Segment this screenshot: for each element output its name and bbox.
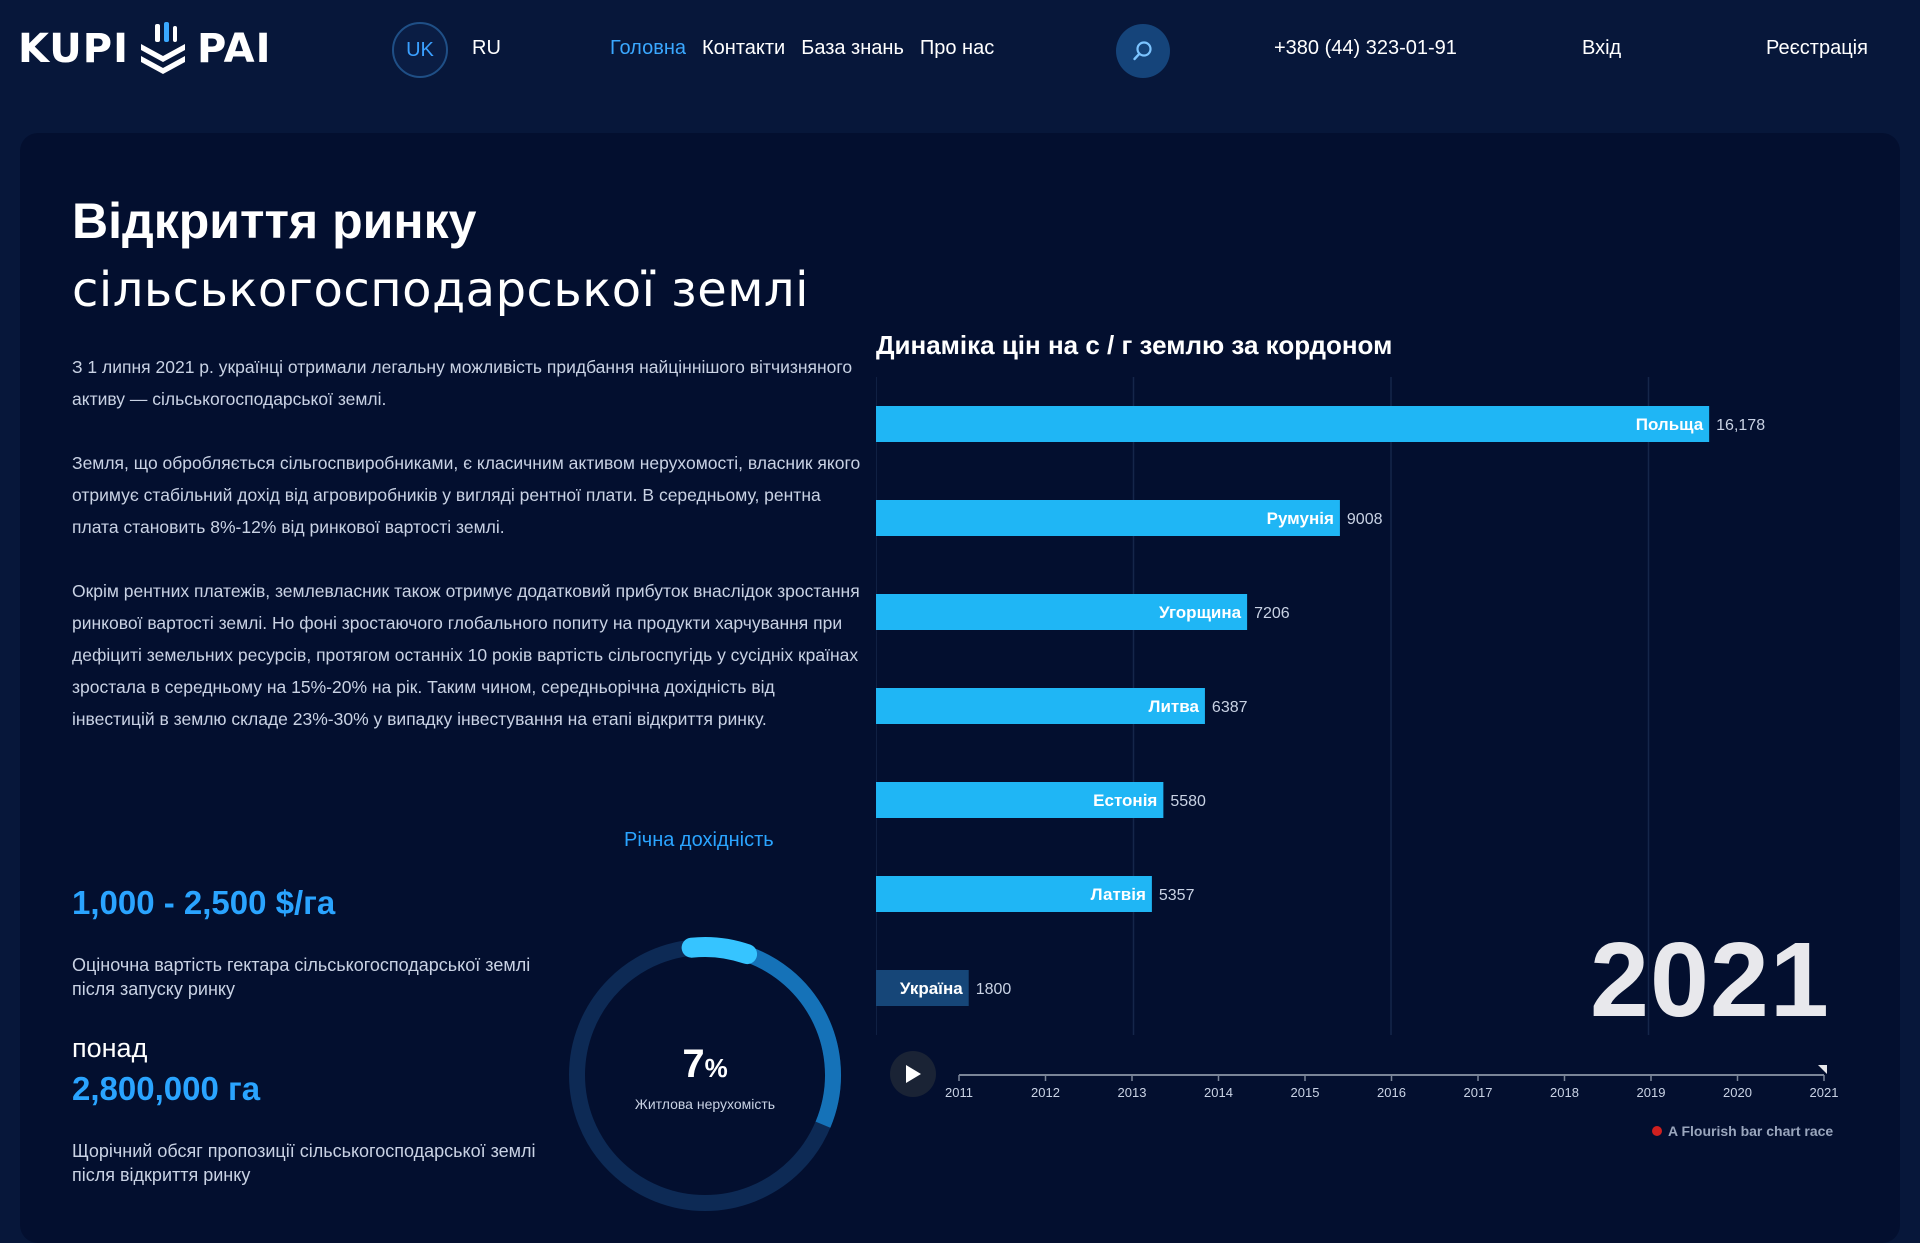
price-per-hectare: 1,000 - 2,500 $/га: [72, 884, 336, 921]
page-subtitle: сільськогосподарської землі: [72, 262, 809, 318]
timeline-tick-label: 2012: [1031, 1085, 1060, 1100]
bar-label: Латвія: [1091, 885, 1146, 904]
lang-uk-button[interactable]: UK: [392, 22, 448, 78]
bar-value-label: 5580: [1170, 793, 1206, 810]
bar-6: [876, 970, 969, 1006]
timeline-tick-label: 2013: [1118, 1085, 1147, 1100]
timeline-handle: [1818, 1065, 1827, 1074]
logo-text-left: KUPI: [18, 26, 129, 72]
flourish-attribution[interactable]: A Flourish bar chart race: [1652, 1123, 1833, 1139]
timeline-tick-label: 2017: [1464, 1085, 1493, 1100]
bar-label: Польща: [1636, 415, 1704, 434]
chart-title: Динаміка цін на с / г землю за кордоном: [876, 330, 1393, 360]
price-description: Оціночна вартість гектара сільськогоспод…: [72, 955, 531, 999]
bar-value-label: 1800: [976, 981, 1012, 998]
timeline-tick-label: 2011: [945, 1085, 973, 1100]
gauge-value: 7%: [682, 1042, 728, 1086]
site-header: KUPI PAI UK RU Головна Контакти База зна…: [0, 0, 1920, 110]
bar-2: [876, 594, 1248, 630]
yield-gauge: [567, 937, 843, 1213]
timeline-tick-label: 2016: [1377, 1085, 1406, 1100]
intro-paragraph-2: Земля, що обробляється сільгоспвиробника…: [72, 453, 861, 537]
page-title: Відкриття ринку: [72, 193, 477, 249]
timeline-tick-label: 2015: [1291, 1085, 1320, 1100]
nav-item-about[interactable]: Про нас: [919, 37, 995, 59]
bar-label: Угорщина: [1159, 603, 1242, 622]
gauge-fill: [567, 937, 843, 1213]
wheat-icon: [140, 22, 185, 74]
bar-label: Литва: [1149, 697, 1200, 716]
bar-value-label: 16,178: [1716, 417, 1765, 434]
login-link[interactable]: Вхід: [1582, 37, 1622, 59]
bar-label: Румунія: [1267, 509, 1334, 528]
area-value: 2,800,000 га: [72, 1070, 261, 1107]
gauge-label: Житлова нерухомість: [634, 1096, 776, 1112]
search-button[interactable]: [1116, 24, 1170, 78]
search-icon: [1133, 41, 1152, 61]
bar-0: [876, 406, 1710, 442]
bar-label: Україна: [900, 979, 963, 998]
current-year-label: 2021: [1590, 921, 1830, 1039]
phone-link[interactable]: +380 (44) 323-01-91: [1274, 37, 1457, 59]
bar-3: [876, 688, 1205, 724]
nav-item-contacts[interactable]: Контакти: [702, 37, 786, 59]
intro-paragraph-3: Окрім рентних платежів, землевласник так…: [72, 581, 860, 729]
nav-item-knowledge-base[interactable]: База знань: [801, 37, 904, 59]
register-link[interactable]: Реєстрація: [1766, 37, 1868, 59]
timeline-tick-label: 2021: [1810, 1085, 1839, 1100]
play-button[interactable]: [890, 1051, 936, 1097]
timeline-tick-label: 2014: [1204, 1085, 1233, 1100]
bar-5: [876, 876, 1152, 912]
timeline-tick-label: 2019: [1637, 1085, 1666, 1100]
logo-text-right: PAI: [196, 26, 272, 72]
nav-item-home[interactable]: Головна: [610, 37, 686, 59]
flourish-logo-icon: [1652, 1126, 1662, 1136]
intro-paragraph-1: З 1 липня 2021 р. українці отримали лега…: [72, 357, 853, 409]
area-description: Щорічний обсяг пропозиції сільськогоспод…: [72, 1141, 536, 1185]
bar-1: [876, 500, 1340, 536]
bar-label: Естонія: [1093, 791, 1157, 810]
annual-yield-label: Річна дохідність: [624, 829, 774, 851]
bar-value-label: 5357: [1159, 887, 1195, 904]
bar-value-label: 6387: [1212, 699, 1248, 716]
timeline-tick-label: 2018: [1550, 1085, 1579, 1100]
play-icon: [906, 1065, 921, 1083]
bar-4: [876, 782, 1164, 818]
logo[interactable]: KUPI PAI: [18, 22, 271, 76]
over-label: понад: [72, 1033, 148, 1063]
bar-value-label: 9008: [1347, 511, 1383, 528]
lang-ru-button[interactable]: RU: [472, 37, 501, 59]
bar-value-label: 7206: [1254, 605, 1290, 622]
main-nav: Головна Контакти База знань Про нас: [610, 37, 994, 60]
bar-chart-race: Польща 16,178 Румунія 9008 Угорщина 7206 Литва…: [876, 377, 1839, 1100]
flourish-attribution-text: A Flourish bar chart race: [1668, 1123, 1834, 1139]
timeline-tick-label: 2020: [1723, 1085, 1752, 1100]
